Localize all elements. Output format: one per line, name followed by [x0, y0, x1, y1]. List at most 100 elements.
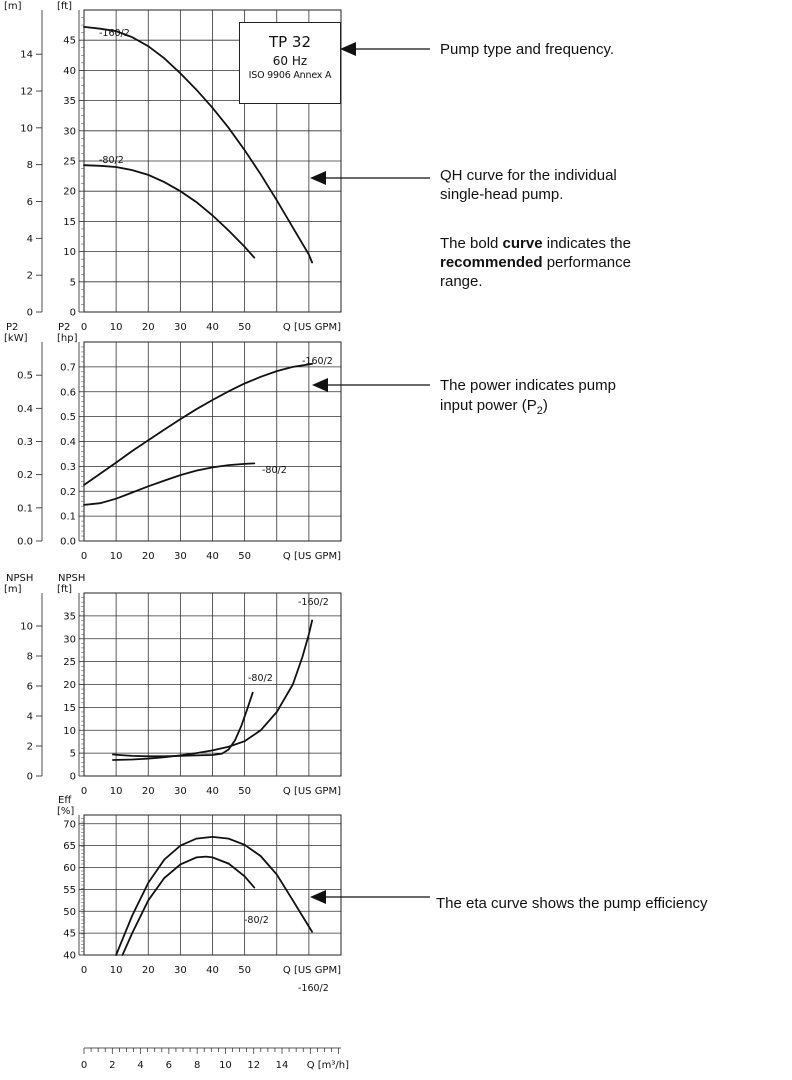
secondary-x-tick-label: 14 — [276, 1060, 289, 1071]
eff-x-tick-label: 10 — [110, 965, 123, 976]
p2-left-axis-tick-label: 0.4 — [17, 404, 33, 415]
secondary-x-tick-label: 12 — [247, 1060, 260, 1071]
eff-right-axis-name: Eff — [58, 795, 72, 806]
npsh-series-label: -160/2 — [298, 597, 329, 608]
p2-left-axis-tick-label: 0.5 — [17, 371, 33, 382]
annotation-bold-curve-1: The bold curve indicates the — [440, 234, 631, 253]
qh-left-axis-tick-label: 10 — [20, 123, 33, 134]
p2-x-tick-label: 50 — [238, 551, 251, 562]
qh-left-axis-tick-label: 0 — [27, 308, 33, 319]
pump-frequency-label: 60 Hz — [272, 54, 308, 68]
qh-series-160-2-line — [83, 26, 313, 264]
npsh-right-axis-tick-label: 20 — [63, 680, 76, 691]
annotation-bold-post: performance — [542, 254, 631, 271]
pump-standard-label: ISO 9906 Annex A — [248, 70, 332, 81]
npsh-x-axis-label: Q [US GPM] — [283, 786, 341, 797]
qh-right-axis-unit: [ft] — [57, 1, 72, 12]
npsh-left-axis-tick-label: 2 — [27, 742, 33, 753]
p2-right-axis-tick-label: 0.6 — [60, 387, 76, 398]
secondary-x-tick-label: 6 — [166, 1060, 172, 1071]
eff-right-axis-tick-label: 45 — [63, 929, 76, 940]
npsh-x-tick-label: 10 — [110, 786, 123, 797]
qh-x-tick-label: 20 — [142, 322, 155, 333]
arrow-eta-head — [310, 890, 326, 904]
p2-x-axis-label: Q [US GPM] — [283, 551, 341, 562]
qh-right-axis-tick-label: 15 — [63, 217, 76, 228]
annotation-qh-1: QH curve for the individual — [440, 167, 617, 184]
qh-right-axis-tick-label: 35 — [63, 96, 76, 107]
p2-right-axis-tick-label: 0.3 — [60, 462, 76, 473]
eff-x-tick-label: 0 — [81, 965, 87, 976]
npsh-right-axis-tick-label: 5 — [70, 749, 76, 760]
npsh-series-80-2-line — [112, 691, 254, 758]
eff-series-label: -160/2 — [298, 983, 329, 994]
p2-left-axis-tick-label: 0.1 — [17, 503, 33, 514]
qh-left-axis-tick-label: 12 — [20, 87, 33, 98]
annotation-bold-mid: indicates the — [542, 235, 631, 252]
qh-x-tick-label: 30 — [174, 322, 187, 333]
qh-x-tick-label: 40 — [206, 322, 219, 333]
npsh-left-axis-name: NPSH — [6, 573, 33, 584]
p2-x-tick-label: 10 — [110, 551, 123, 562]
p2-series-160-2-line — [83, 363, 313, 486]
qh-x-tick-label: 50 — [238, 322, 251, 333]
annotation-bold-curve-3: range. — [440, 273, 483, 290]
p2-left-axis-unit: [kW] — [4, 333, 28, 344]
arrow-power-head — [312, 378, 328, 392]
npsh-x-tick-label: 50 — [238, 786, 251, 797]
qh-x-axis-label: Q [US GPM] — [283, 322, 341, 333]
qh-right-axis-tick-label: 45 — [63, 36, 76, 47]
annotation-qh-2: single-head pump. — [440, 186, 564, 203]
qh-left-axis-tick-label: 4 — [27, 234, 33, 245]
p2-right-axis-tick-label: 0.7 — [60, 362, 76, 373]
p2-x-tick-label: 0 — [81, 551, 87, 562]
pump-type-label: TP 32 — [268, 33, 312, 51]
secondary-x-tick-label: 10 — [219, 1060, 232, 1071]
qh-right-axis-tick-label: 40 — [63, 66, 76, 77]
p2-right-axis-unit: [hp] — [57, 333, 78, 344]
arrow-qh-curve-head — [310, 171, 326, 185]
p2-left-axis-name: P2 — [6, 322, 18, 333]
npsh-right-axis-tick-label: 15 — [63, 703, 76, 714]
annotation-power-sub: 2 — [536, 405, 543, 417]
p2-x-tick-label: 30 — [174, 551, 187, 562]
eff-x-axis-label: Q [US GPM] — [283, 965, 341, 976]
p2-x-tick-label: 40 — [206, 551, 219, 562]
npsh-left-axis-tick-label: 6 — [27, 682, 33, 693]
npsh-right-axis-tick-label: 35 — [63, 611, 76, 622]
qh-x-tick-label: 0 — [81, 322, 87, 333]
secondary-x-axis-label: Q [m³/h] — [307, 1060, 349, 1071]
qh-series-80-2-line — [83, 164, 256, 259]
npsh-series-160-2-line — [112, 619, 313, 761]
eff-x-tick-label: 40 — [206, 965, 219, 976]
qh-left-axis-tick-label: 8 — [27, 160, 33, 171]
eff-right-axis-tick-label: 55 — [63, 885, 76, 896]
npsh-right-axis-unit: [ft] — [57, 584, 72, 595]
p2-x-tick-label: 20 — [142, 551, 155, 562]
eff-x-tick-label: 20 — [142, 965, 155, 976]
eff-right-axis-tick-label: 70 — [63, 819, 76, 830]
eff-series-label: -80/2 — [244, 915, 269, 926]
secondary-x-tick-label: 2 — [109, 1060, 115, 1071]
npsh-left-axis-tick-label: 10 — [20, 622, 33, 633]
p2-right-axis-name: P2 — [58, 322, 70, 333]
p2-right-axis-tick-label: 0.0 — [60, 537, 76, 548]
eff-right-axis-tick-label: 50 — [63, 907, 76, 918]
qh-left-axis-name: H — [6, 0, 14, 1]
annotation-bold-curve-2: recommended performance — [440, 253, 631, 272]
qh-right-axis-tick-label: 30 — [63, 126, 76, 137]
eff-x-tick-label: 30 — [174, 965, 187, 976]
npsh-right-axis-tick-label: 30 — [63, 634, 76, 645]
qh-right-axis-tick-label: 5 — [70, 277, 76, 288]
p2-right-axis-tick-label: 0.1 — [60, 512, 76, 523]
annotation-bold-word-curve: curve — [502, 235, 543, 252]
npsh-left-axis-tick-label: 0 — [27, 772, 33, 783]
qh-series-label: -80/2 — [99, 155, 124, 166]
p2-right-axis-tick-label: 0.4 — [60, 437, 76, 448]
annotation-bold-word-recommended: recommended — [440, 254, 543, 271]
qh-right-axis-tick-label: 25 — [63, 157, 76, 168]
p2-left-axis-tick-label: 0.2 — [17, 470, 33, 481]
npsh-x-tick-label: 40 — [206, 786, 219, 797]
eff-right-axis-unit: [%] — [57, 806, 74, 817]
qh-series-label: -160/2 — [99, 28, 130, 39]
